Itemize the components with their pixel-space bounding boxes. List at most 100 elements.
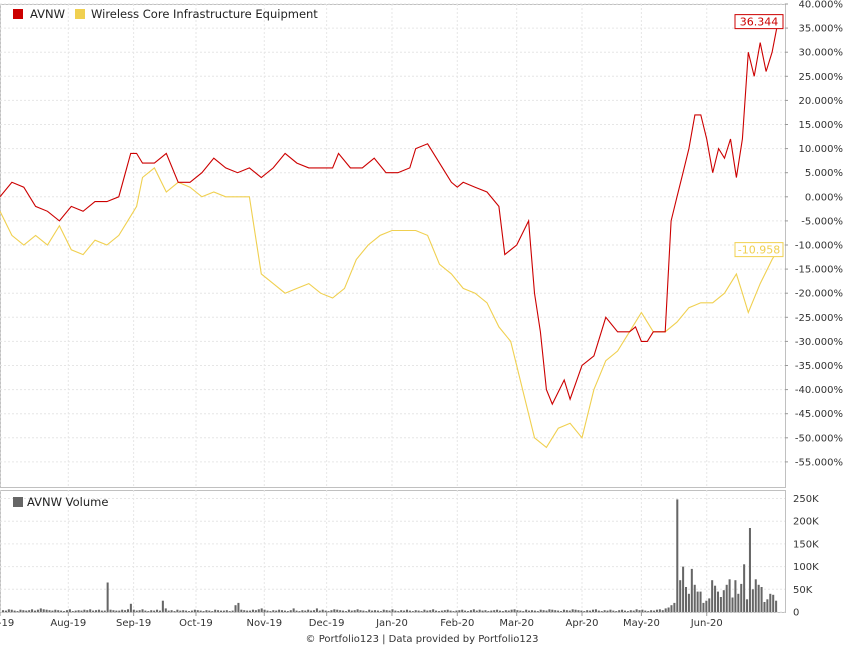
volume-bars [2,499,778,612]
volume-bar [173,611,176,612]
volume-bar [97,609,100,612]
volume-bar [528,610,531,612]
volume-bar [496,609,499,612]
volume-bar [429,610,432,612]
volume-bar [330,610,333,612]
volume-bar [16,611,19,612]
volume-bar [68,609,71,612]
volume-bar [199,610,202,612]
volume-bar [327,611,330,612]
volume-bar [589,610,592,612]
volume-bar [45,609,48,612]
volume-bar [600,611,603,612]
price-y-tick-label: 10.000% [799,144,844,155]
volume-bar [560,611,563,612]
price-y-tick-label: -20.000% [795,289,843,300]
volume-bar [763,602,766,612]
volume-bar [31,609,34,612]
volume-bar [612,610,615,612]
end-value-box [734,242,784,258]
price-y-tick-label: 25.000% [799,72,844,83]
price-y-tick-label: -50.000% [795,433,843,444]
volume-bar [42,609,45,612]
volume-bar [498,610,502,612]
volume-bar [118,610,121,612]
volume-bar [435,610,438,612]
volume-bar [289,610,292,612]
volume-bar [249,610,252,612]
volume-bar [769,593,772,612]
volume-y-tick-label: 200K [793,517,819,528]
volume-bar [478,609,481,612]
volume-bar [766,599,769,612]
volume-bar [286,611,289,612]
volume-bar [278,609,281,612]
volume-bar [737,593,740,612]
volume-bar [405,609,409,612]
volume-bar [71,611,74,612]
volume-bar [182,610,185,612]
price-y-tick-label: -55.000% [795,457,843,468]
volume-bar [124,610,127,612]
price-y-tick-label: -35.000% [795,361,843,372]
price-y-tick-label: 5.000% [805,168,843,179]
volume-bar [109,609,112,612]
volume-bar [222,610,225,612]
volume-bar [188,611,191,612]
volume-bar [362,610,365,612]
volume-bar [504,610,507,612]
volume-bar [350,610,353,612]
end-value-label: 36.344 [740,16,779,29]
volume-bar [292,608,295,612]
volume-bar [211,611,214,612]
volume-bar [196,610,199,612]
volume-bar [411,611,414,612]
volume-bar [28,610,31,612]
price-y-tick-label: -30.000% [795,337,843,348]
price-end-labels: 36.344 -10.958 [734,14,784,258]
price-y-tick-label: -10.000% [795,241,843,252]
volume-bar [522,611,525,612]
volume-bar [705,600,708,612]
volume-bar [673,602,676,612]
volume-bar [685,587,688,612]
volume-y-axis: 250K 200K 150K 100K 50K 0 [793,494,819,618]
volume-bar [371,610,374,612]
volume-bar [629,610,632,612]
price-y-tick-label: 35.000% [799,24,844,35]
x-tick-label: Feb-20 [440,618,474,629]
volume-bar [10,609,13,612]
volume-bar [618,610,621,612]
volume-bar [266,610,269,612]
price-y-tick-label: 15.000% [799,120,844,131]
volume-bar [591,609,595,612]
volume-bar [772,594,775,612]
volume-bar [307,609,310,612]
volume-bar [141,609,144,612]
x-tick-label: May-20 [623,618,660,629]
volume-bar [190,610,193,612]
x-tick-label: Oct-19 [179,618,213,629]
volume-bar [321,609,324,612]
volume-bar [257,609,260,612]
volume-bar [359,610,362,612]
volume-bar [379,611,382,612]
volume-bar [86,610,89,612]
volume-bar [760,587,763,612]
volume-bar [597,610,600,612]
volume-bar [690,568,693,612]
volume-bar [568,610,571,612]
x-tick-label: Mar-20 [499,618,534,629]
volume-bar [2,610,5,612]
volume-bar [339,610,342,612]
volume-bar [135,610,138,612]
volume-y-tick-label: 100K [793,562,819,573]
volume-bar [679,580,682,612]
volume-bar [365,611,368,612]
volume-bar [95,610,98,612]
volume-bar [577,610,580,612]
volume-bar [7,609,10,612]
volume-bar [342,610,345,612]
volume-bar [682,566,685,612]
price-y-tick-label: -40.000% [795,385,843,396]
